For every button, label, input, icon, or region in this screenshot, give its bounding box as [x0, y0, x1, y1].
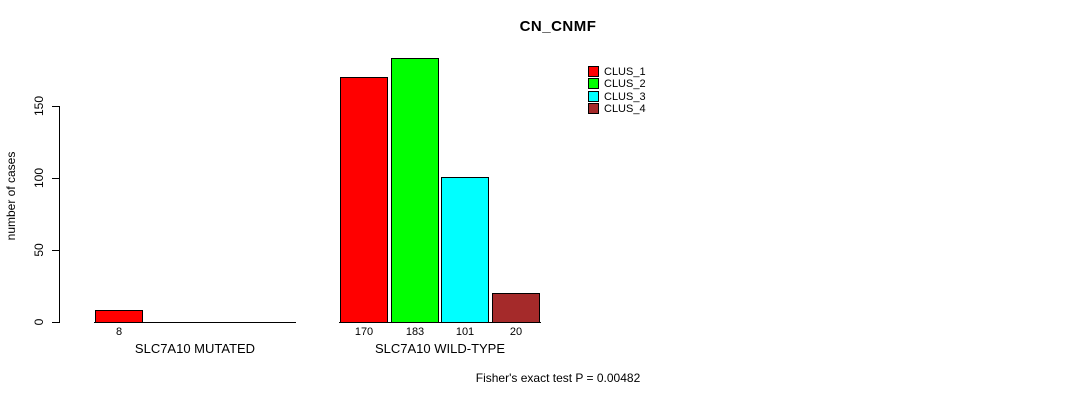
legend-swatch-clus_2 — [588, 78, 599, 89]
y-axis-label: number of cases — [4, 151, 18, 241]
bar-clus_3 — [441, 177, 489, 323]
chart-title: CN_CNMF — [519, 18, 597, 35]
y-axis-tick — [52, 322, 59, 323]
y-axis-tick — [52, 178, 59, 179]
group-baseline — [339, 322, 541, 323]
y-tick-label: 50 — [32, 243, 46, 257]
bar-value-label: 101 — [455, 326, 475, 338]
legend-swatch-clus_4 — [588, 103, 599, 114]
bar-clus_2 — [391, 58, 439, 323]
y-tick-label: 100 — [32, 167, 46, 189]
legend-label-clus_4: CLUS_4 — [604, 103, 646, 115]
bar-value-label: 170 — [354, 326, 374, 338]
bar-clus_4 — [492, 293, 540, 323]
legend-label-clus_2: CLUS_2 — [604, 78, 646, 90]
y-axis-tick — [52, 106, 59, 107]
stat-test-note: Fisher's exact test P = 0.00482 — [475, 371, 641, 385]
y-tick-label: 0 — [32, 318, 46, 326]
group-label: SLC7A10 WILD-TYPE — [374, 341, 506, 356]
legend-label-clus_3: CLUS_3 — [604, 91, 646, 103]
bar-value-label: 8 — [115, 326, 123, 338]
legend-swatch-clus_1 — [588, 66, 599, 77]
bar-clus_1 — [340, 77, 388, 323]
y-axis-line — [59, 106, 60, 323]
group-label: SLC7A10 MUTATED — [134, 341, 256, 356]
y-tick-label: 150 — [32, 95, 46, 117]
group-baseline — [94, 322, 296, 323]
bar-clus_1 — [95, 310, 143, 323]
bar-value-label: 183 — [405, 326, 425, 338]
legend-label-clus_1: CLUS_1 — [604, 66, 646, 78]
bar-value-label: 20 — [509, 326, 523, 338]
legend-swatch-clus_3 — [588, 91, 599, 102]
y-axis-tick — [52, 250, 59, 251]
